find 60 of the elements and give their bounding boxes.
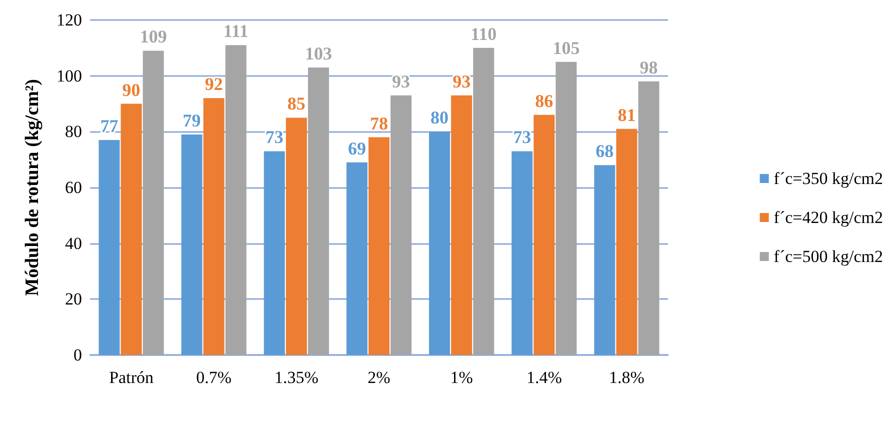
y-tick-label: 40 <box>65 234 82 253</box>
data-label: 93 <box>452 71 471 92</box>
data-label: 105 <box>552 38 580 58</box>
bar <box>98 140 120 355</box>
x-tick-label: 0.7% <box>196 368 232 387</box>
data-label: 103 <box>304 43 332 64</box>
data-label: 80 <box>430 108 449 128</box>
data-label: 92 <box>204 74 223 94</box>
x-tick-label: 1% <box>450 368 473 387</box>
bar <box>142 50 164 355</box>
bar <box>451 95 472 355</box>
bar <box>594 165 616 355</box>
data-label: 111 <box>223 21 248 42</box>
legend-label: f´c=420 kg/cm2 <box>774 208 884 227</box>
legend-label: f´c=500 kg/cm2 <box>774 247 884 266</box>
x-tick-label: 1.8% <box>609 368 644 387</box>
bar <box>286 118 307 355</box>
bar <box>616 128 638 355</box>
bar <box>368 137 390 355</box>
x-tick-label: 1.35% <box>274 368 318 387</box>
data-label: 86 <box>535 90 554 111</box>
bar <box>181 134 202 355</box>
data-label: 81 <box>618 104 636 125</box>
x-tick-label: Patrón <box>109 368 154 387</box>
y-axis-title: Módulo de rotura (kg/cm²) <box>22 79 43 296</box>
y-tick-label: 120 <box>56 10 82 30</box>
bar <box>390 95 412 355</box>
bar <box>473 48 494 355</box>
x-tick-label: 1.4% <box>526 368 562 387</box>
bar <box>534 114 555 355</box>
bar <box>429 132 450 355</box>
x-tick-label: 2% <box>368 368 390 387</box>
data-label: 110 <box>470 24 497 44</box>
bar <box>264 151 285 355</box>
bar <box>203 98 224 355</box>
data-label: 98 <box>640 57 658 78</box>
legend-label: f´c=350 kg/cm2 <box>774 169 884 188</box>
y-tick-label: 80 <box>65 122 82 142</box>
y-tick-label: 100 <box>56 66 82 86</box>
y-tick-label: 20 <box>65 290 82 309</box>
data-label: 79 <box>182 110 201 130</box>
bar <box>308 67 329 355</box>
data-label: 93 <box>392 71 410 92</box>
bar <box>225 45 246 355</box>
y-tick-label: 60 <box>65 178 82 197</box>
data-label: 68 <box>596 141 614 162</box>
bar <box>556 62 577 355</box>
data-label: 73 <box>513 127 532 148</box>
data-label: 90 <box>122 80 140 100</box>
bar <box>120 104 142 355</box>
bar <box>512 151 533 355</box>
bar <box>346 162 368 355</box>
data-label: 109 <box>140 26 167 47</box>
bar <box>638 81 660 355</box>
data-label: 85 <box>287 94 306 114</box>
data-label: 69 <box>348 138 366 158</box>
data-label: 78 <box>370 113 388 134</box>
y-tick-label: 0 <box>74 346 82 364</box>
data-label: 73 <box>265 127 284 148</box>
data-label: 77 <box>100 116 118 136</box>
